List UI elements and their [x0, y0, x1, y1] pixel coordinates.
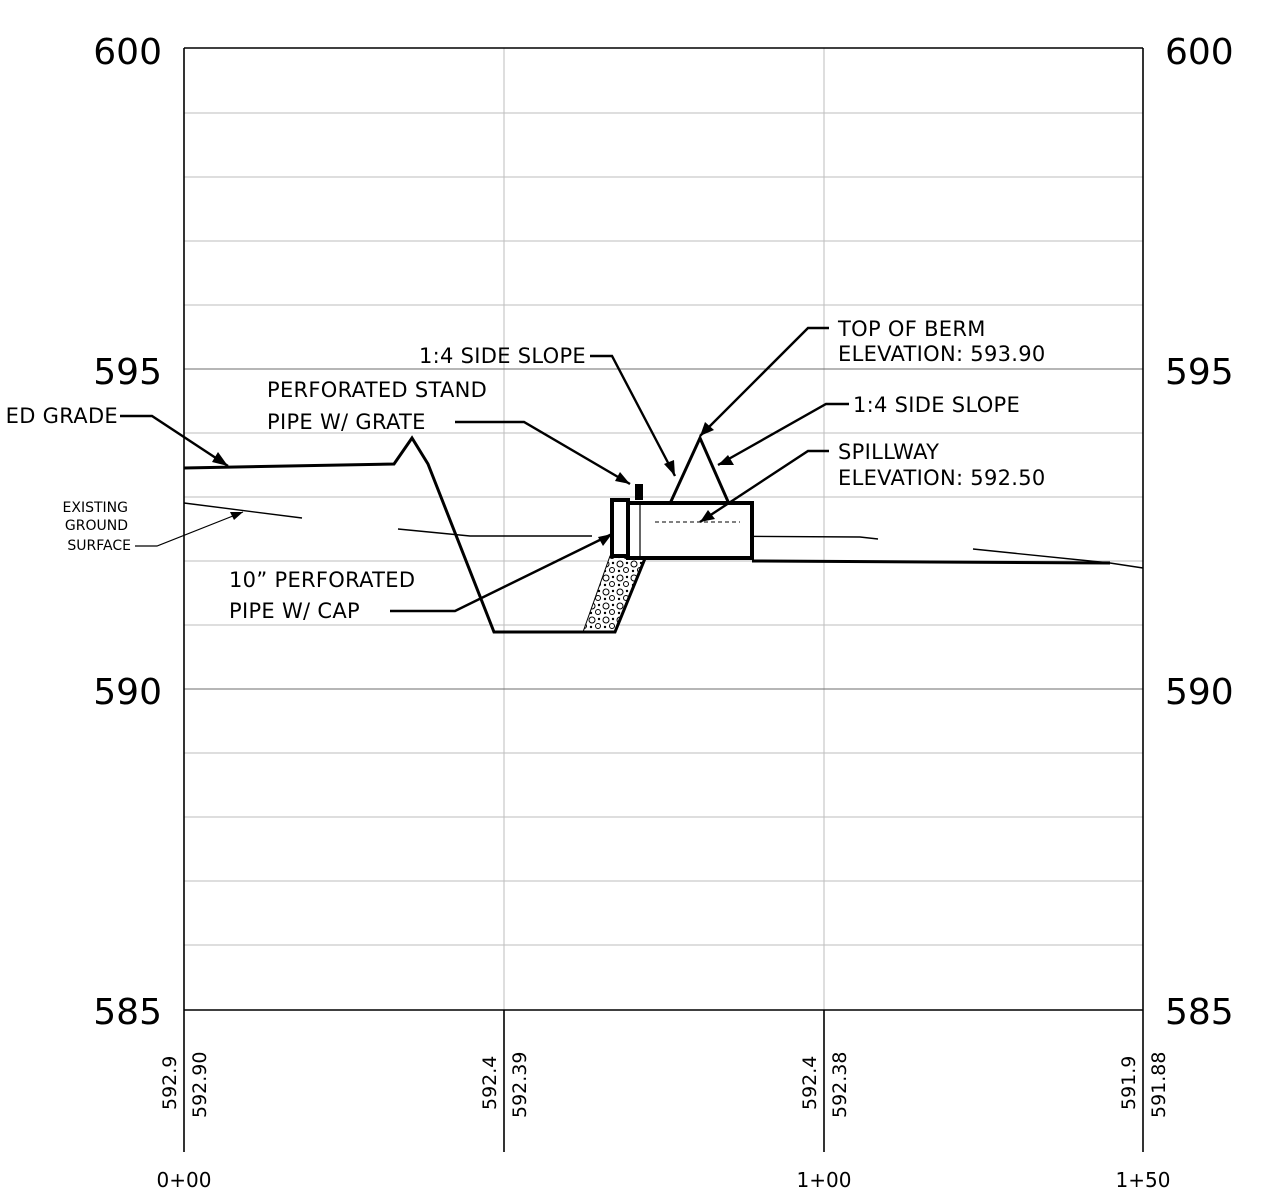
- callout-labels: ED GRADE EXISTING GROUND SURFACE 1:4 SID…: [6, 317, 1046, 623]
- callout-leaders: [120, 326, 849, 613]
- stand-pipe-label-line2: PIPE W/ GRATE: [267, 410, 426, 434]
- station-label: 1+00: [797, 1168, 852, 1192]
- rock-fill: [582, 555, 647, 633]
- elevation-label: 600: [93, 32, 162, 73]
- side-slope-right-label: 1:4 SIDE SLOPE: [853, 393, 1020, 417]
- proposed-elevation-value: 592.90: [189, 1052, 211, 1118]
- elevation-labels-right: 600 595 590 585: [1165, 32, 1234, 1033]
- station-labels: 0+00 1+00 1+50: [157, 1168, 1171, 1192]
- elevation-label: 585: [93, 992, 162, 1033]
- vertical-grid: [503, 48, 825, 1010]
- stand-pipe: [610, 498, 630, 558]
- elevation-label: 595: [93, 352, 162, 393]
- proposed-elevation-value: 592.38: [829, 1052, 851, 1118]
- elevation-label: 595: [1165, 352, 1234, 393]
- perforated-pipe-label-line1: 10” PERFORATED: [229, 568, 415, 592]
- profile-value-labels: 592.9 592.90 592.4 592.39 592.4 592.38 5…: [159, 1052, 1170, 1118]
- existing-elevation-value: 592.4: [479, 1056, 501, 1110]
- elevation-label: 590: [93, 672, 162, 713]
- top-of-berm-label-line2: ELEVATION: 593.90: [838, 342, 1046, 366]
- station-label: 0+00: [157, 1168, 212, 1192]
- existing-elevation-value: 592.4: [799, 1056, 821, 1110]
- elevation-label: 590: [1165, 672, 1234, 713]
- station-label: 1+50: [1116, 1168, 1171, 1192]
- elevation-label: 600: [1165, 32, 1234, 73]
- perforated-pipe: [626, 501, 754, 560]
- proposed-grade-label: ED GRADE: [6, 404, 118, 428]
- elevation-label: 585: [1165, 992, 1234, 1033]
- existing-ground-label-line1: EXISTING: [63, 500, 128, 516]
- elevation-labels-left: 600 595 590 585: [93, 32, 162, 1033]
- plot-frame: [183, 47, 1144, 1152]
- existing-elevation-value: 592.9: [159, 1056, 181, 1110]
- existing-elevation-value: 591.9: [1118, 1056, 1140, 1110]
- outlet-structure: [610, 484, 754, 560]
- stand-pipe-grate: [635, 484, 643, 500]
- spillway-label-line1: SPILLWAY: [838, 440, 939, 464]
- side-slope-left-label: 1:4 SIDE SLOPE: [419, 344, 586, 368]
- existing-ground-label-line2: GROUND: [65, 518, 128, 534]
- stand-pipe-label-line1: PERFORATED STAND: [267, 378, 487, 402]
- horizontal-grid: [184, 112, 1143, 946]
- spillway-label-line2: ELEVATION: 592.50: [838, 466, 1046, 490]
- proposed-elevation-value: 591.88: [1148, 1052, 1170, 1118]
- existing-ground-label-line3: SURFACE: [67, 538, 131, 554]
- top-of-berm-label-line1: TOP OF BERM: [837, 317, 986, 341]
- proposed-elevation-value: 592.39: [509, 1052, 531, 1118]
- perforated-pipe-label-line2: PIPE W/ CAP: [229, 599, 360, 623]
